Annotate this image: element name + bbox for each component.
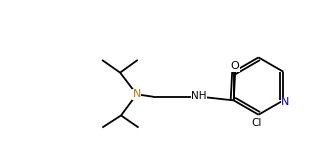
- Text: Cl: Cl: [252, 118, 262, 128]
- Text: N: N: [133, 89, 141, 99]
- Text: NH: NH: [191, 91, 207, 101]
- Text: O: O: [231, 61, 239, 71]
- Text: N: N: [281, 98, 290, 108]
